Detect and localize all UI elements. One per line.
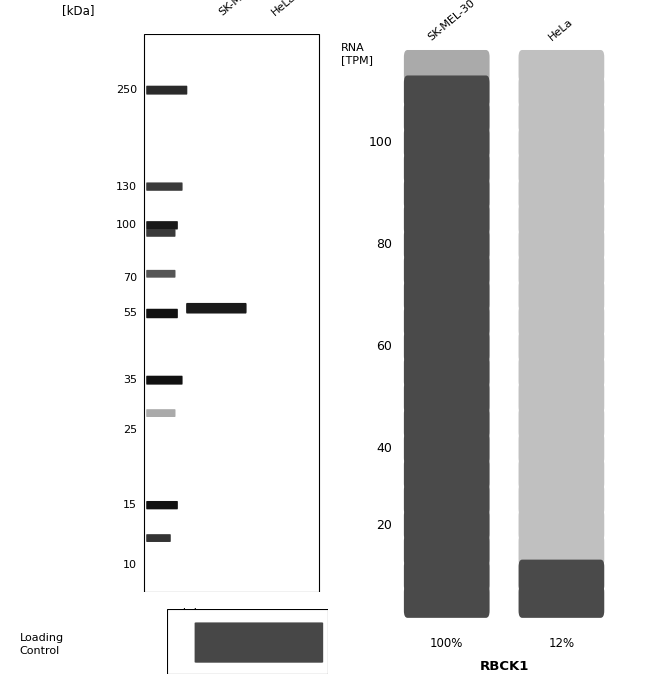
FancyBboxPatch shape (404, 585, 489, 618)
FancyBboxPatch shape (146, 270, 176, 278)
FancyBboxPatch shape (404, 101, 489, 133)
Text: 100%: 100% (430, 637, 463, 650)
FancyBboxPatch shape (404, 127, 489, 159)
FancyBboxPatch shape (518, 509, 604, 542)
Text: 10: 10 (123, 560, 137, 570)
FancyBboxPatch shape (404, 356, 489, 389)
FancyBboxPatch shape (146, 409, 176, 417)
FancyBboxPatch shape (404, 458, 489, 490)
Text: Loading
Control: Loading Control (20, 633, 64, 656)
FancyBboxPatch shape (404, 50, 489, 83)
Text: 15: 15 (123, 500, 137, 510)
FancyBboxPatch shape (404, 305, 489, 338)
Text: Low: Low (239, 608, 262, 621)
FancyBboxPatch shape (518, 75, 604, 108)
FancyBboxPatch shape (404, 509, 489, 542)
FancyBboxPatch shape (518, 177, 604, 210)
Text: 55: 55 (123, 308, 137, 319)
FancyBboxPatch shape (518, 356, 604, 389)
FancyBboxPatch shape (146, 534, 171, 542)
FancyBboxPatch shape (404, 75, 489, 108)
FancyBboxPatch shape (518, 203, 604, 235)
FancyBboxPatch shape (518, 381, 604, 414)
FancyBboxPatch shape (404, 381, 489, 414)
FancyBboxPatch shape (195, 622, 323, 663)
FancyBboxPatch shape (404, 534, 489, 567)
Text: SK-MEL-30: SK-MEL-30 (218, 0, 268, 18)
FancyBboxPatch shape (404, 254, 489, 287)
FancyBboxPatch shape (518, 152, 604, 185)
FancyBboxPatch shape (146, 501, 178, 510)
FancyBboxPatch shape (404, 560, 489, 592)
Text: 60: 60 (377, 340, 392, 353)
FancyBboxPatch shape (146, 183, 182, 191)
Text: SK-MEL-30: SK-MEL-30 (426, 0, 476, 43)
FancyBboxPatch shape (404, 483, 489, 516)
FancyBboxPatch shape (167, 609, 328, 674)
FancyBboxPatch shape (146, 308, 178, 318)
FancyBboxPatch shape (518, 305, 604, 338)
FancyBboxPatch shape (518, 483, 604, 516)
FancyBboxPatch shape (146, 221, 178, 230)
Text: 80: 80 (377, 238, 392, 251)
FancyBboxPatch shape (404, 228, 489, 261)
FancyBboxPatch shape (518, 407, 604, 440)
Text: HeLa: HeLa (546, 17, 575, 43)
FancyBboxPatch shape (518, 279, 604, 312)
FancyBboxPatch shape (518, 560, 604, 592)
Text: HeLa: HeLa (270, 0, 298, 18)
Text: 130: 130 (116, 182, 137, 192)
FancyBboxPatch shape (518, 432, 604, 465)
FancyBboxPatch shape (518, 534, 604, 567)
FancyBboxPatch shape (518, 458, 604, 490)
Text: 40: 40 (377, 442, 392, 455)
FancyBboxPatch shape (518, 585, 604, 618)
FancyBboxPatch shape (404, 177, 489, 210)
Text: 100: 100 (116, 220, 137, 231)
FancyBboxPatch shape (404, 432, 489, 465)
Text: 25: 25 (123, 425, 137, 435)
FancyBboxPatch shape (518, 330, 604, 363)
FancyBboxPatch shape (518, 254, 604, 287)
Text: RBCK1: RBCK1 (480, 660, 529, 673)
Text: 35: 35 (123, 375, 137, 385)
Text: 250: 250 (116, 85, 137, 95)
Text: 100: 100 (369, 136, 392, 149)
FancyBboxPatch shape (404, 152, 489, 185)
Text: High: High (174, 608, 201, 621)
FancyBboxPatch shape (404, 330, 489, 363)
FancyBboxPatch shape (146, 229, 176, 237)
FancyBboxPatch shape (144, 34, 319, 592)
Text: [kDa]: [kDa] (62, 5, 94, 18)
FancyBboxPatch shape (404, 279, 489, 312)
Text: 12%: 12% (548, 637, 575, 650)
FancyBboxPatch shape (404, 203, 489, 235)
FancyBboxPatch shape (146, 86, 188, 94)
FancyBboxPatch shape (518, 101, 604, 133)
Text: 20: 20 (377, 518, 392, 531)
FancyBboxPatch shape (518, 228, 604, 261)
FancyBboxPatch shape (518, 50, 604, 83)
FancyBboxPatch shape (186, 303, 247, 313)
FancyBboxPatch shape (518, 127, 604, 159)
Text: RNA
[TPM]: RNA [TPM] (341, 43, 373, 66)
FancyBboxPatch shape (146, 376, 182, 384)
FancyBboxPatch shape (404, 407, 489, 440)
Text: 70: 70 (123, 273, 137, 283)
